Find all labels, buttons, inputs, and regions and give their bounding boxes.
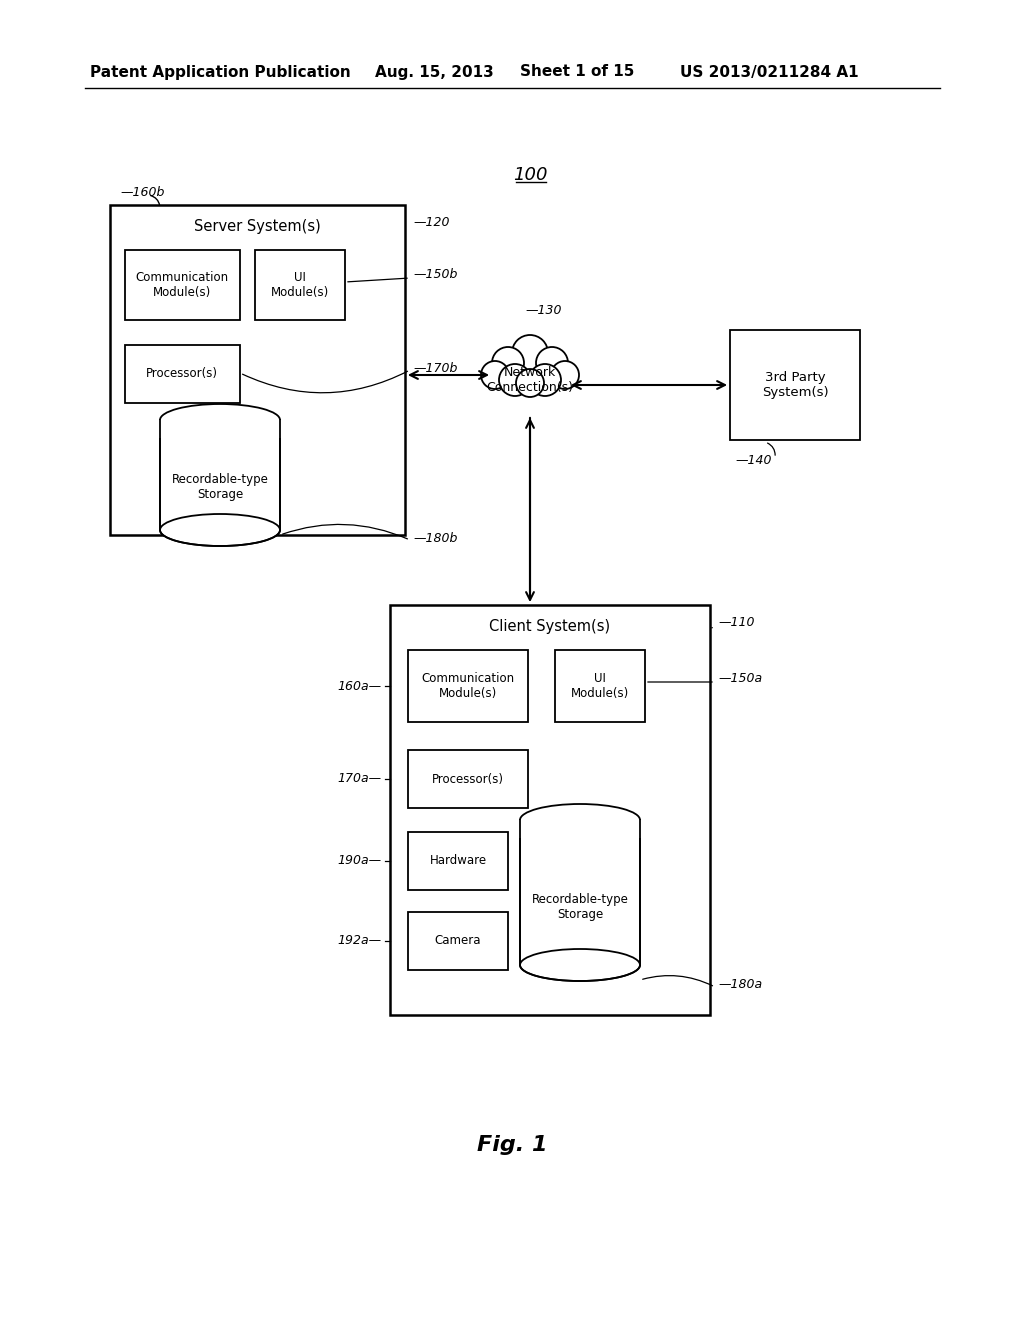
- Text: —180b: —180b: [413, 532, 458, 544]
- Text: US 2013/0211284 A1: US 2013/0211284 A1: [680, 65, 859, 79]
- Bar: [158, 420, 282, 438]
- Text: Client System(s): Client System(s): [489, 619, 610, 635]
- Text: 190a—: 190a—: [338, 854, 382, 867]
- Ellipse shape: [160, 404, 280, 436]
- Text: Processor(s): Processor(s): [146, 367, 218, 380]
- Bar: [255, 249, 345, 319]
- Circle shape: [529, 364, 561, 396]
- Text: 100: 100: [513, 166, 547, 183]
- Circle shape: [499, 364, 531, 396]
- Circle shape: [512, 335, 548, 371]
- Ellipse shape: [520, 804, 640, 836]
- Text: Recordable-type
Storage: Recordable-type Storage: [531, 894, 629, 921]
- Circle shape: [492, 347, 524, 379]
- Text: Recordable-type
Storage: Recordable-type Storage: [172, 473, 268, 502]
- Text: —150a: —150a: [718, 672, 762, 685]
- Bar: [125, 249, 240, 319]
- Text: Camera: Camera: [435, 935, 481, 948]
- Text: Communication
Module(s): Communication Module(s): [135, 271, 228, 300]
- FancyArrowPatch shape: [151, 195, 160, 205]
- Text: 192a—: 192a—: [338, 935, 382, 948]
- Text: —160b: —160b: [120, 186, 165, 198]
- Text: 160a—: 160a—: [338, 680, 382, 693]
- Text: 3rd Party
System(s): 3rd Party System(s): [762, 371, 828, 399]
- Bar: [390, 605, 710, 1015]
- Bar: [408, 649, 528, 722]
- FancyArrowPatch shape: [283, 524, 408, 539]
- Text: UI
Module(s): UI Module(s): [570, 672, 629, 700]
- Text: Communication
Module(s): Communication Module(s): [422, 672, 515, 700]
- Text: 170a—: 170a—: [338, 772, 382, 785]
- Text: Sheet 1 of 15: Sheet 1 of 15: [520, 65, 635, 79]
- Bar: [408, 912, 508, 970]
- Text: —130: —130: [525, 304, 561, 317]
- Bar: [730, 330, 860, 440]
- Text: Processor(s): Processor(s): [432, 772, 504, 785]
- Text: —140: —140: [735, 454, 771, 466]
- Text: —180a: —180a: [718, 978, 762, 991]
- FancyArrowPatch shape: [768, 444, 775, 455]
- Text: —110: —110: [718, 616, 755, 630]
- Bar: [125, 345, 240, 403]
- Ellipse shape: [160, 513, 280, 546]
- Bar: [518, 820, 642, 838]
- Text: Hardware: Hardware: [429, 854, 486, 867]
- Text: —120: —120: [413, 216, 450, 230]
- Circle shape: [481, 360, 509, 389]
- Text: Network
Connection(s): Network Connection(s): [486, 366, 573, 393]
- Circle shape: [516, 370, 544, 397]
- FancyArrowPatch shape: [243, 371, 408, 393]
- Text: Aug. 15, 2013: Aug. 15, 2013: [375, 65, 494, 79]
- Text: Server System(s): Server System(s): [194, 219, 321, 235]
- Text: Fig. 1: Fig. 1: [477, 1135, 547, 1155]
- Text: UI
Module(s): UI Module(s): [271, 271, 329, 300]
- Bar: [555, 649, 645, 722]
- Text: —150b: —150b: [413, 268, 458, 281]
- Circle shape: [551, 360, 579, 389]
- Bar: [408, 832, 508, 890]
- Circle shape: [536, 347, 568, 379]
- Bar: [408, 750, 528, 808]
- Text: Patent Application Publication: Patent Application Publication: [90, 65, 351, 79]
- Bar: [160, 420, 280, 531]
- Text: —170b: —170b: [413, 362, 458, 375]
- Bar: [520, 820, 640, 965]
- Ellipse shape: [520, 949, 640, 981]
- FancyArrowPatch shape: [643, 975, 713, 986]
- Bar: [110, 205, 406, 535]
